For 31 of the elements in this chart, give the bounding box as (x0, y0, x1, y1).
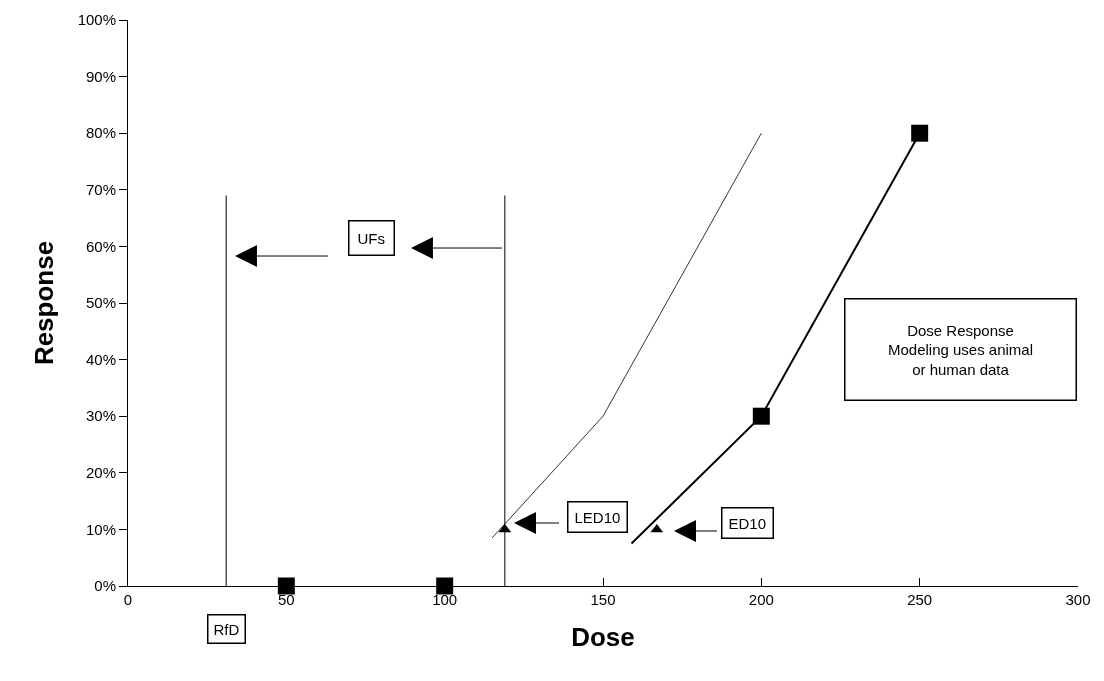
point (752, 407, 770, 425)
point (498, 523, 512, 533)
y-tick-label: 50% (85, 294, 116, 312)
x-axis-title: Dose (571, 621, 635, 652)
y-tick-label: 20% (85, 464, 116, 482)
x-tick-label: 50 (277, 591, 295, 608)
annotation: LED10 (574, 508, 621, 526)
y-tick-label: 90% (85, 67, 116, 85)
annotation: UFs (357, 229, 385, 247)
point (650, 523, 664, 533)
y-tick-label: 70% (85, 181, 116, 199)
x-tick-label: 250 (907, 591, 933, 608)
annotation: ED10 (728, 514, 767, 532)
annotation: Dose Response Modeling uses animal or human data (887, 321, 1034, 378)
y-tick-label: 40% (85, 350, 116, 368)
annotation: RfD (213, 620, 240, 638)
y-tick-label: 0% (94, 577, 116, 595)
x-tick-label: 100 (432, 591, 458, 608)
y-tick-label: 80% (85, 124, 116, 142)
x-tick-label: 300 (1065, 591, 1091, 608)
y-tick-label: 10% (85, 520, 116, 538)
y-tick-label: 30% (85, 407, 116, 425)
x-tick-label: 200 (748, 591, 774, 608)
x-tick-label: 150 (590, 591, 616, 608)
y-tick-label: 100% (77, 11, 116, 29)
y-axis-title: Response (29, 240, 60, 366)
x-tick-label: 0 (123, 591, 133, 608)
point (436, 577, 454, 595)
point (277, 577, 295, 595)
point (911, 124, 929, 142)
y-tick-label: 60% (85, 237, 116, 255)
